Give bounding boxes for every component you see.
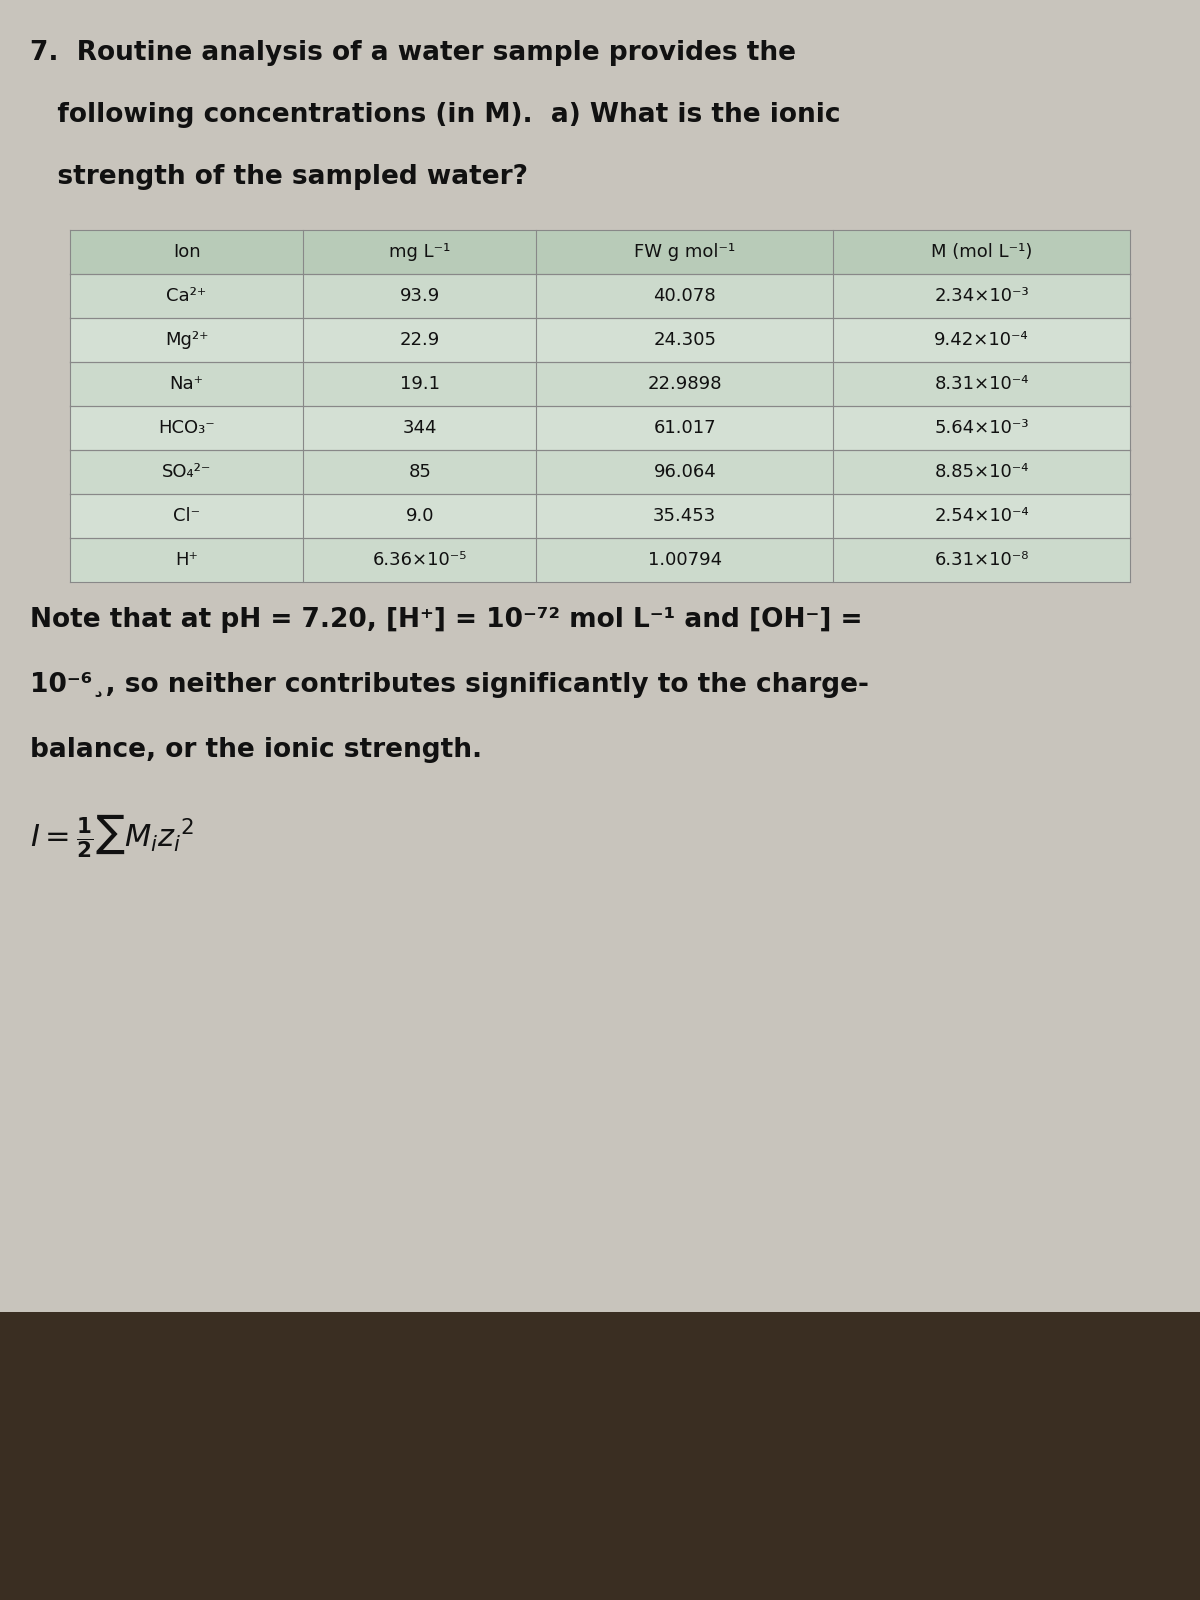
Text: strength of the sampled water?: strength of the sampled water? — [30, 165, 528, 190]
Bar — [0, 1312, 1200, 1600]
Text: 5.64×10⁻³: 5.64×10⁻³ — [935, 419, 1028, 437]
Text: 22.9898: 22.9898 — [648, 374, 722, 394]
Text: following concentrations (in M).  a) What is the ionic: following concentrations (in M). a) What… — [30, 102, 840, 128]
Text: 2.54×10⁻⁴: 2.54×10⁻⁴ — [935, 507, 1028, 525]
Text: 35.453: 35.453 — [653, 507, 716, 525]
Text: 7.  Routine analysis of a water sample provides the: 7. Routine analysis of a water sample pr… — [30, 40, 796, 66]
Text: 6.36×10⁻⁵: 6.36×10⁻⁵ — [373, 550, 467, 570]
Text: 9.42×10⁻⁴: 9.42×10⁻⁴ — [935, 331, 1028, 349]
Text: 61.017: 61.017 — [654, 419, 716, 437]
Text: 40.078: 40.078 — [654, 286, 716, 306]
Bar — [70, 362, 1130, 406]
Text: 8.31×10⁻⁴: 8.31×10⁻⁴ — [935, 374, 1028, 394]
Text: Na⁺: Na⁺ — [169, 374, 204, 394]
Text: 93.9: 93.9 — [400, 286, 440, 306]
Text: 19.1: 19.1 — [400, 374, 440, 394]
Text: 344: 344 — [402, 419, 437, 437]
Text: mg L⁻¹: mg L⁻¹ — [389, 243, 450, 261]
Text: Cl⁻: Cl⁻ — [173, 507, 200, 525]
Bar — [70, 538, 1130, 582]
Bar — [70, 494, 1130, 538]
Text: 8.85×10⁻⁴: 8.85×10⁻⁴ — [935, 462, 1028, 482]
Text: Ion: Ion — [173, 243, 200, 261]
Text: 6.31×10⁻⁸: 6.31×10⁻⁸ — [935, 550, 1028, 570]
Bar — [70, 318, 1130, 362]
Bar — [70, 406, 1130, 450]
Text: M (mol L⁻¹): M (mol L⁻¹) — [931, 243, 1032, 261]
Bar — [70, 230, 1130, 274]
Bar — [70, 450, 1130, 494]
Text: 96.064: 96.064 — [654, 462, 716, 482]
Text: H⁺: H⁺ — [175, 550, 198, 570]
Text: FW g mol⁻¹: FW g mol⁻¹ — [634, 243, 736, 261]
Text: 22.9: 22.9 — [400, 331, 440, 349]
Bar — [70, 274, 1130, 318]
Text: SO₄²⁻: SO₄²⁻ — [162, 462, 211, 482]
Text: 1.00794: 1.00794 — [648, 550, 722, 570]
Text: 2.34×10⁻³: 2.34×10⁻³ — [935, 286, 1028, 306]
Text: 24.305: 24.305 — [653, 331, 716, 349]
Text: 9.0: 9.0 — [406, 507, 434, 525]
Text: Note that at pH = 7.20, [H⁺] = 10⁻⁷² mol L⁻¹ and [OH⁻] =: Note that at pH = 7.20, [H⁺] = 10⁻⁷² mol… — [30, 606, 863, 634]
Text: Mg²⁺: Mg²⁺ — [164, 331, 209, 349]
Text: 10⁻⁶¸, so neither contributes significantly to the charge-: 10⁻⁶¸, so neither contributes significan… — [30, 672, 869, 698]
Text: Ca²⁺: Ca²⁺ — [167, 286, 206, 306]
Text: balance, or the ionic strength.: balance, or the ionic strength. — [30, 738, 482, 763]
Text: $\mathbf{\it{I}} = \frac{\mathbf{1}}{\mathbf{2}}\sum \mathbf{\it{M_i}}\mathbf{\i: $\mathbf{\it{I}} = \frac{\mathbf{1}}{\ma… — [30, 813, 194, 859]
Bar — [0, 0, 1200, 1312]
Text: HCO₃⁻: HCO₃⁻ — [158, 419, 215, 437]
Text: 85: 85 — [408, 462, 431, 482]
